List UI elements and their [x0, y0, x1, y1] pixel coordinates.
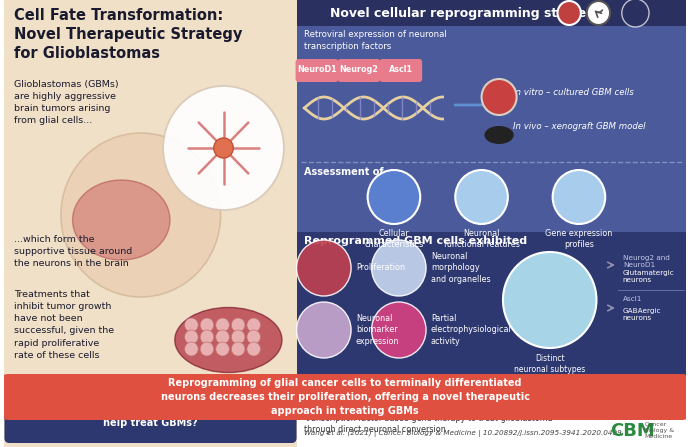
Circle shape: [200, 342, 214, 356]
Text: Can cellular reprogramming of proliferative
glioma cells to non-proliferative ne: Can cellular reprogramming of proliferat…: [30, 390, 271, 428]
Circle shape: [587, 1, 610, 25]
Circle shape: [552, 170, 606, 224]
Text: Distinct
neuronal subtypes
with differential
gene expression
profiles: Distinct neuronal subtypes with differen…: [514, 354, 585, 407]
Circle shape: [247, 318, 260, 332]
Text: Cell Fate Transformation:
Novel Therapeutic Strategy
for Glioblastomas: Cell Fate Transformation: Novel Therapeu…: [14, 8, 242, 61]
Text: Neurog2: Neurog2: [340, 66, 378, 75]
Text: GABAergic
neurons: GABAergic neurons: [623, 308, 662, 321]
FancyBboxPatch shape: [297, 232, 686, 412]
Ellipse shape: [73, 180, 170, 260]
Circle shape: [503, 252, 596, 348]
Circle shape: [216, 342, 230, 356]
Text: Gene expression
profiles: Gene expression profiles: [545, 229, 612, 249]
FancyBboxPatch shape: [295, 59, 338, 82]
Circle shape: [297, 302, 351, 358]
Text: Ascl1: Ascl1: [389, 66, 413, 75]
Circle shape: [372, 240, 426, 296]
FancyBboxPatch shape: [297, 410, 686, 447]
Text: Proliferation: Proliferation: [356, 263, 405, 273]
Text: Reprogrammed GBM cells exhibited: Reprogrammed GBM cells exhibited: [304, 236, 528, 246]
Circle shape: [297, 240, 351, 296]
Circle shape: [231, 342, 245, 356]
Circle shape: [185, 318, 198, 332]
FancyBboxPatch shape: [379, 59, 422, 82]
Circle shape: [163, 86, 284, 210]
Circle shape: [482, 79, 517, 115]
Text: CBM: CBM: [610, 422, 654, 440]
FancyBboxPatch shape: [297, 0, 686, 26]
Circle shape: [216, 330, 230, 344]
Text: Assessment of: Assessment of: [304, 167, 384, 177]
Text: Neurog2 and
NeuroD1: Neurog2 and NeuroD1: [623, 255, 670, 268]
Circle shape: [622, 0, 649, 27]
Ellipse shape: [484, 126, 514, 144]
Circle shape: [185, 330, 198, 344]
Text: NeuroD1: NeuroD1: [298, 66, 337, 75]
FancyBboxPatch shape: [4, 415, 297, 447]
Circle shape: [368, 170, 420, 224]
Circle shape: [61, 133, 220, 297]
Text: Partial
electrophysiological
activity: Partial electrophysiological activity: [431, 314, 512, 346]
Text: Cancer
Biology &
Medicine: Cancer Biology & Medicine: [644, 422, 674, 439]
Circle shape: [231, 330, 245, 344]
Text: Retroviral expression of neuronal
transcription factors: Retroviral expression of neuronal transc…: [304, 30, 447, 51]
FancyBboxPatch shape: [4, 375, 297, 443]
Circle shape: [200, 330, 214, 344]
Text: Neuronal
biomarker
expression: Neuronal biomarker expression: [356, 314, 400, 346]
Text: Treatments that
inhibit tumor growth
have not been
successful, given the
rapid p: Treatments that inhibit tumor growth hav…: [14, 290, 114, 360]
Text: Transcription factor-based gene therapy to treat glioblastoma
through direct neu: Transcription factor-based gene therapy …: [304, 414, 553, 434]
Text: ...which form the
supportive tissue around
the neurons in the brain: ...which form the supportive tissue arou…: [14, 235, 132, 268]
Circle shape: [372, 302, 426, 358]
Text: Glutamatergic
neurons: Glutamatergic neurons: [623, 270, 675, 283]
Text: Neuronal
morphology
and organelles: Neuronal morphology and organelles: [431, 252, 491, 284]
Circle shape: [214, 138, 233, 158]
FancyBboxPatch shape: [337, 59, 380, 82]
Text: In vivo – xenograft GBM model: In vivo – xenograft GBM model: [512, 122, 645, 131]
Text: Neuronal
functional features: Neuronal functional features: [444, 229, 519, 249]
Text: Wang et al. (2021) | Cancer Biology & Medicine | 10.20892/j.issn.2095-3941.2020.: Wang et al. (2021) | Cancer Biology & Me…: [304, 430, 622, 437]
Text: Novel cellular reprogramming strategy: Novel cellular reprogramming strategy: [330, 7, 603, 20]
Circle shape: [247, 342, 260, 356]
Circle shape: [185, 342, 198, 356]
Circle shape: [216, 318, 230, 332]
Circle shape: [455, 170, 508, 224]
Text: Glioblastomas (GBMs)
are highly aggressive
brain tumors arising
from glial cells: Glioblastomas (GBMs) are highly aggressi…: [14, 80, 119, 126]
Circle shape: [557, 1, 581, 25]
Text: Cellular
characteristics: Cellular characteristics: [364, 229, 424, 249]
Text: Reprogramming of glial cancer cells to terminally differentiated
neurons decreas: Reprogramming of glial cancer cells to t…: [161, 379, 530, 416]
Ellipse shape: [175, 308, 282, 372]
FancyBboxPatch shape: [1, 374, 690, 420]
Text: Ascl1: Ascl1: [623, 296, 642, 302]
Text: In vitro – cultured GBM cells: In vitro – cultured GBM cells: [512, 88, 634, 97]
Circle shape: [200, 318, 214, 332]
FancyBboxPatch shape: [297, 0, 686, 232]
Circle shape: [231, 318, 245, 332]
Circle shape: [247, 330, 260, 344]
FancyBboxPatch shape: [4, 0, 297, 447]
